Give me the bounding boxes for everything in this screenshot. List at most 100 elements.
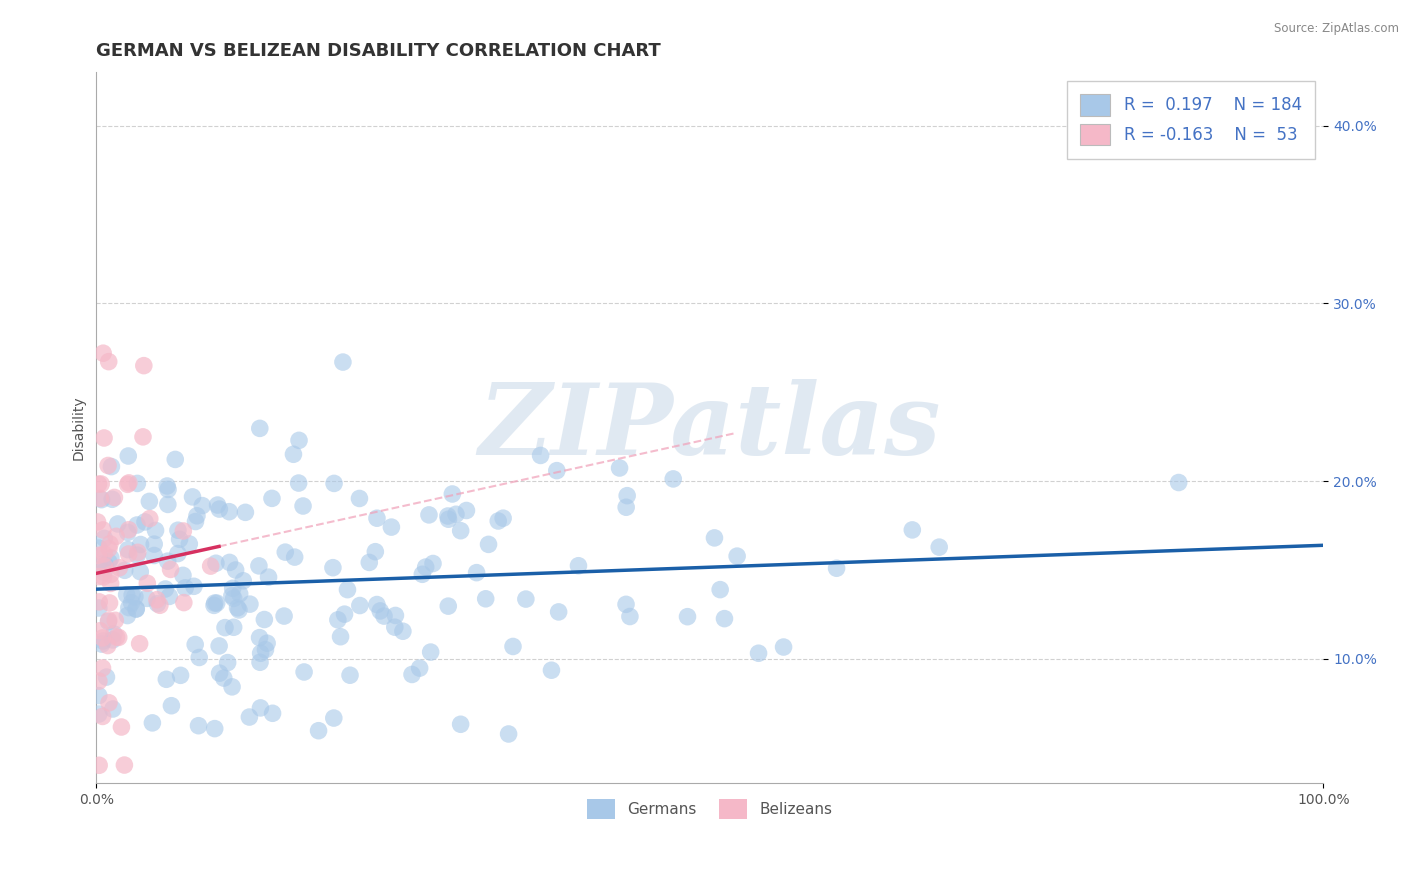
Point xyxy=(456,503,478,517)
Text: Source: ZipAtlas.com: Source: ZipAtlas.com xyxy=(1274,22,1399,36)
Point xyxy=(247,558,270,573)
Point xyxy=(117,449,139,463)
Point xyxy=(98,537,121,551)
Point xyxy=(87,706,110,721)
Point xyxy=(181,490,204,504)
Point xyxy=(322,560,344,574)
Point xyxy=(419,645,441,659)
Point xyxy=(91,631,114,645)
Point xyxy=(87,477,110,491)
Point xyxy=(901,523,924,537)
Point xyxy=(415,560,437,574)
Point xyxy=(97,541,120,556)
Point xyxy=(124,590,146,604)
Point xyxy=(100,567,122,582)
Point xyxy=(145,524,167,538)
Point xyxy=(149,599,172,613)
Point xyxy=(262,706,284,721)
Point xyxy=(108,560,131,574)
Point xyxy=(287,476,309,491)
Point xyxy=(91,634,114,648)
Point xyxy=(326,613,349,627)
Point xyxy=(132,359,155,373)
Point xyxy=(118,523,141,537)
Point xyxy=(128,637,150,651)
Point xyxy=(125,602,148,616)
Point xyxy=(486,514,509,528)
Point xyxy=(257,570,280,584)
Point xyxy=(117,608,139,623)
Point xyxy=(107,516,129,531)
Point xyxy=(87,601,110,615)
Point xyxy=(249,631,271,645)
Point xyxy=(547,605,569,619)
Point xyxy=(204,596,226,610)
Point xyxy=(364,544,387,558)
Point xyxy=(204,722,226,736)
Point xyxy=(103,627,125,641)
Point xyxy=(136,591,159,606)
Point xyxy=(332,355,354,369)
Point xyxy=(205,596,228,610)
Point xyxy=(444,508,467,522)
Point xyxy=(93,559,115,574)
Point xyxy=(336,582,359,597)
Point xyxy=(118,600,141,615)
Point xyxy=(87,549,110,563)
Point xyxy=(100,550,122,565)
Point xyxy=(614,598,637,612)
Point xyxy=(474,591,496,606)
Point xyxy=(437,512,460,526)
Point xyxy=(165,452,187,467)
Point xyxy=(125,518,148,533)
Point xyxy=(200,559,222,574)
Point xyxy=(89,491,111,506)
Point xyxy=(90,558,112,572)
Point xyxy=(323,476,346,491)
Point xyxy=(117,477,139,491)
Point xyxy=(283,447,305,461)
Point xyxy=(214,621,236,635)
Point xyxy=(218,505,240,519)
Point xyxy=(772,640,794,654)
Point xyxy=(437,508,460,523)
Point xyxy=(249,701,271,715)
Point xyxy=(87,569,110,583)
Point xyxy=(93,547,115,561)
Point xyxy=(359,556,381,570)
Point xyxy=(619,609,641,624)
Point xyxy=(174,581,197,595)
Point xyxy=(139,511,162,525)
Point xyxy=(207,498,229,512)
Point xyxy=(112,758,135,772)
Point xyxy=(146,592,169,607)
Point xyxy=(89,758,111,772)
Point xyxy=(228,587,250,601)
Point xyxy=(235,505,257,519)
Point xyxy=(422,557,444,571)
Point xyxy=(208,639,231,653)
Point xyxy=(384,620,406,634)
Point xyxy=(169,668,191,682)
Point xyxy=(172,568,194,582)
Point xyxy=(156,554,179,568)
Point xyxy=(725,549,748,563)
Point xyxy=(157,483,180,497)
Y-axis label: Disability: Disability xyxy=(72,395,86,460)
Point xyxy=(90,477,112,491)
Legend: Germans, Belizeans: Germans, Belizeans xyxy=(581,793,838,825)
Point xyxy=(87,541,110,555)
Point xyxy=(284,550,307,565)
Point xyxy=(127,548,149,562)
Point xyxy=(349,599,371,613)
Point xyxy=(1167,475,1189,490)
Text: ZIPatlas: ZIPatlas xyxy=(478,379,941,476)
Point xyxy=(676,609,699,624)
Point xyxy=(322,711,344,725)
Point xyxy=(249,655,271,669)
Point xyxy=(167,547,190,561)
Point xyxy=(540,663,562,677)
Point xyxy=(101,492,124,507)
Point xyxy=(616,489,638,503)
Text: GERMAN VS BELIZEAN DISABILITY CORRELATION CHART: GERMAN VS BELIZEAN DISABILITY CORRELATIO… xyxy=(97,42,661,60)
